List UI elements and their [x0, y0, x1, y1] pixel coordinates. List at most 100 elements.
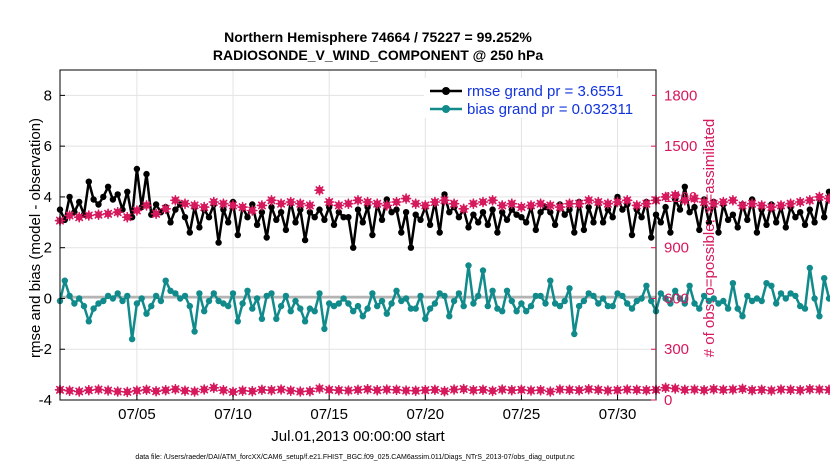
y-left-tick-label: 8 [44, 87, 52, 104]
assimilated-marker-star [294, 386, 306, 397]
assimilated-marker [727, 384, 739, 395]
assimilated-marker [170, 195, 181, 206]
bias-point [681, 300, 688, 307]
assimilated-marker-star [333, 200, 345, 211]
bias-point [143, 310, 150, 317]
assimilated-marker [669, 383, 681, 394]
assimilated-marker [458, 383, 470, 395]
x-tick-label: 07/30 [599, 406, 637, 423]
assimilated-marker [535, 384, 546, 396]
assimilated-marker [102, 208, 114, 220]
rmse-point [715, 229, 722, 236]
assimilated-marker [285, 385, 297, 397]
assimilated-marker [304, 200, 316, 211]
rmse-point [143, 170, 150, 178]
bias-point [744, 292, 751, 300]
assimilated-marker [227, 200, 239, 211]
assimilated-marker-star [93, 209, 104, 220]
assimilated-marker [564, 198, 575, 209]
assimilated-marker [314, 383, 325, 394]
assimilated-marker-star [746, 384, 758, 396]
assimilated-marker [218, 198, 229, 209]
y-left-tick-label: 6 [44, 138, 52, 155]
bias-point [196, 290, 203, 297]
bias-point [354, 302, 362, 310]
rmse-point [566, 206, 573, 213]
bias-point [696, 305, 703, 312]
assimilated-marker-star [93, 384, 104, 395]
bias-point [811, 295, 818, 302]
assimilated-marker [746, 384, 758, 396]
bias-point [297, 305, 304, 312]
assimilated-marker [122, 211, 133, 223]
assimilated-marker-star [73, 386, 85, 397]
assimilated-marker-star [83, 384, 95, 396]
bias-point [431, 300, 439, 307]
bias-point [330, 302, 338, 310]
x-tick-label: 07/15 [310, 406, 348, 423]
assimilated-marker-star [823, 384, 830, 396]
bias-point [426, 305, 434, 312]
rmse-point [619, 206, 626, 213]
assimilated-marker [429, 196, 441, 208]
assimilated-marker-star [371, 384, 383, 396]
assimilated-marker [583, 195, 595, 206]
assimilated-marker [496, 200, 508, 211]
ticks: 07/05 07/10 07/15 07/20 07/25 07/30 -4 -2 0 2 4 6 8 0… [39, 87, 698, 423]
assimilated-marker [266, 384, 277, 396]
assimilated-marker-star [141, 200, 152, 211]
assimilated-marker-star [631, 200, 643, 211]
assimilated-marker [612, 384, 623, 396]
bias-point [273, 315, 280, 322]
bias-point [292, 297, 299, 305]
bias-point [460, 302, 467, 310]
assimilated-marker-star [785, 384, 796, 396]
rmse-point [532, 226, 539, 234]
bias-point [215, 297, 222, 305]
rmse-point [628, 231, 636, 239]
bias-point [561, 297, 568, 305]
bias-point [720, 297, 727, 305]
assimilated-marker-star [131, 385, 143, 397]
assimilated-marker-star [419, 384, 431, 396]
assimilated-marker [304, 385, 316, 397]
bias-point [672, 287, 679, 294]
assimilated-marker [208, 382, 220, 394]
assimilated-marker-star [198, 201, 210, 213]
bias-point [470, 300, 477, 307]
assimilated-marker [698, 196, 710, 208]
assimilated-marker-star [122, 211, 133, 223]
assimilated-marker-star [208, 196, 220, 208]
bias-point [782, 295, 789, 302]
bias-point [753, 295, 761, 302]
rmse-point [465, 224, 472, 231]
assimilated-marker [131, 205, 143, 216]
bias-point [729, 280, 737, 287]
assimilated-marker-star [170, 383, 181, 395]
assimilated-marker [141, 200, 152, 211]
assimilated-marker-star [391, 384, 402, 396]
bias-point [369, 290, 376, 297]
assimilated-marker [179, 385, 191, 397]
assimilated-marker-star [400, 385, 412, 396]
bias-point [768, 282, 775, 289]
assimilated-marker-star [208, 382, 220, 394]
assimilated-marker [756, 384, 768, 396]
bias-point [114, 290, 121, 297]
bias-point [542, 300, 549, 307]
assimilated-marker-star [554, 384, 566, 395]
rmse-point [417, 216, 424, 223]
assimilated-marker [381, 200, 393, 211]
rmse-point [523, 219, 530, 226]
assimilated-marker [160, 384, 171, 396]
assimilated-marker-star [525, 200, 537, 211]
y-right-tick-label: 1500 [664, 138, 697, 155]
assimilated-marker-star [218, 384, 229, 396]
rmse-point [244, 214, 251, 221]
assimilated-marker-star [766, 201, 777, 213]
assimilated-marker [458, 203, 470, 215]
assimilated-marker-star [237, 201, 248, 213]
assimilated-marker-star [343, 198, 354, 209]
rmse-point [571, 229, 578, 236]
bias-point [61, 277, 68, 284]
